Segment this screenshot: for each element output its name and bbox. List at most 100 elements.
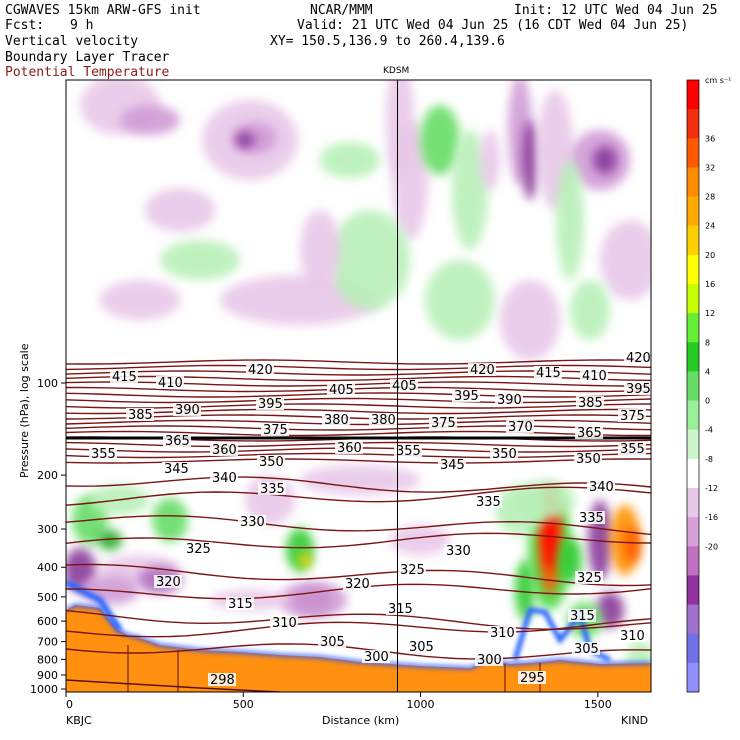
theta-label-bg xyxy=(468,363,496,376)
velocity-blob xyxy=(300,210,340,290)
x-tick-label: 1500 xyxy=(584,698,612,711)
velocity-blob xyxy=(120,105,180,135)
colorbar-swatch xyxy=(687,662,699,693)
velocity-blob xyxy=(145,188,215,232)
theta-label: 335 xyxy=(476,495,501,510)
colorbar-swatch xyxy=(687,546,699,576)
theta-contour xyxy=(66,486,651,506)
colorbar-swatch xyxy=(687,284,699,314)
theta-contour xyxy=(66,381,651,387)
theta-label: 395 xyxy=(626,382,651,397)
theta-label-bg xyxy=(574,452,602,465)
theta-label: 405 xyxy=(329,383,354,398)
boundary-layer-edge xyxy=(66,603,651,670)
theta-label-bg xyxy=(490,447,518,460)
theta-label: 420 xyxy=(626,351,651,366)
x-tick-label: 1000 xyxy=(407,698,435,711)
velocity-blob xyxy=(152,498,188,542)
velocity-blob xyxy=(286,528,314,572)
theta-label: 350 xyxy=(259,455,284,470)
theta-label: 335 xyxy=(260,482,285,497)
theta-label-bg xyxy=(506,420,534,433)
velocity-blob xyxy=(392,120,428,240)
colorbar-label: 24 xyxy=(705,222,715,231)
theta-label: 360 xyxy=(212,443,237,458)
theta-label: 355 xyxy=(620,442,645,457)
field-boundary-layer-tracer: Boundary Layer Tracer xyxy=(5,50,170,65)
velocity-blob xyxy=(500,280,560,360)
terrain-line xyxy=(66,679,281,692)
colorbar-swatch xyxy=(687,196,699,227)
theta-label: 365 xyxy=(577,426,602,441)
theta-contour xyxy=(66,408,651,415)
theta-label: 375 xyxy=(263,423,288,438)
theta-label: 320 xyxy=(156,575,181,590)
theta-label: 335 xyxy=(579,511,604,526)
theta-contour xyxy=(66,643,651,660)
theta-contour xyxy=(66,563,651,587)
y-tick-label: 100 xyxy=(37,377,58,390)
theta-label-bg xyxy=(318,635,346,648)
colorbar-label: 20 xyxy=(705,251,715,260)
theta-label: 415 xyxy=(536,366,561,381)
theta-label: 355 xyxy=(91,447,116,462)
colorbar-label: 8 xyxy=(705,338,710,347)
colorbar-swatch xyxy=(687,371,699,402)
velocity-blob xyxy=(390,525,450,555)
theta-label: 310 xyxy=(490,626,515,641)
theta-label: 340 xyxy=(589,480,614,495)
theta-contour xyxy=(66,414,651,420)
theta-label: 315 xyxy=(570,609,595,624)
velocity-blob xyxy=(570,280,610,340)
velocity-blob xyxy=(480,130,500,190)
theta-label-bg xyxy=(429,416,457,429)
theta-label-bg xyxy=(163,434,191,447)
colorbar-swatch xyxy=(687,80,699,110)
theta-label: 355 xyxy=(396,444,421,459)
colorbar-swatch xyxy=(687,429,699,460)
theta-contour xyxy=(66,425,651,431)
theta-contour xyxy=(66,370,651,376)
theta-label-bg xyxy=(618,629,646,642)
theta-label: 415 xyxy=(112,370,137,385)
colorbar: 36 32 28 24 20 16 12 8 4 0 -4 -8 -12 -16 -20 xyxy=(686,79,718,693)
colorbar-swatch xyxy=(687,604,699,635)
theta-label-bg xyxy=(618,409,646,422)
theta-label: 385 xyxy=(128,408,153,423)
velocity-blob xyxy=(556,160,584,280)
theta-label: 325 xyxy=(400,563,425,578)
velocity-blob xyxy=(299,552,311,568)
theta-label-bg xyxy=(576,396,604,409)
y-tick-label: 500 xyxy=(37,591,58,604)
colorbar-swatch xyxy=(687,633,699,664)
theta-label: 375 xyxy=(620,409,645,424)
institution-label: NCAR/MMM xyxy=(310,3,373,18)
y-axis-title: Pressure (hPa), log scale xyxy=(18,343,31,478)
theta-label-bg xyxy=(162,462,190,475)
colorbar-swatch xyxy=(687,109,699,139)
boundary-layer-plume xyxy=(66,579,123,632)
theta-label-bg xyxy=(89,447,117,460)
colorbar-swatch xyxy=(687,225,699,256)
theta-label-bg xyxy=(495,393,523,406)
theta-label-bg xyxy=(624,382,651,395)
theta-label-bg xyxy=(474,495,502,508)
velocity-blob xyxy=(593,146,617,174)
y-tick-label: 800 xyxy=(37,653,58,666)
theta-label: 390 xyxy=(497,393,522,408)
theta-label-bg xyxy=(261,423,289,436)
theta-label: 310 xyxy=(620,629,645,644)
theta-label-bg xyxy=(184,542,212,555)
theta-label-bg xyxy=(575,571,603,584)
theta-contour xyxy=(66,618,651,638)
theta-label: 320 xyxy=(345,577,370,592)
colorbar-label: -8 xyxy=(705,455,713,464)
theta-label-bg xyxy=(258,482,286,495)
colorbar-swatch xyxy=(687,167,699,198)
velocity-blob xyxy=(100,280,180,320)
theta-label-bg xyxy=(343,577,371,590)
colorbar-swatch xyxy=(687,138,699,168)
model-title: CGWAVES 15km ARW-GFS init xyxy=(5,3,201,18)
theta-label-bg xyxy=(156,376,184,389)
theta-label: 395 xyxy=(454,389,479,404)
